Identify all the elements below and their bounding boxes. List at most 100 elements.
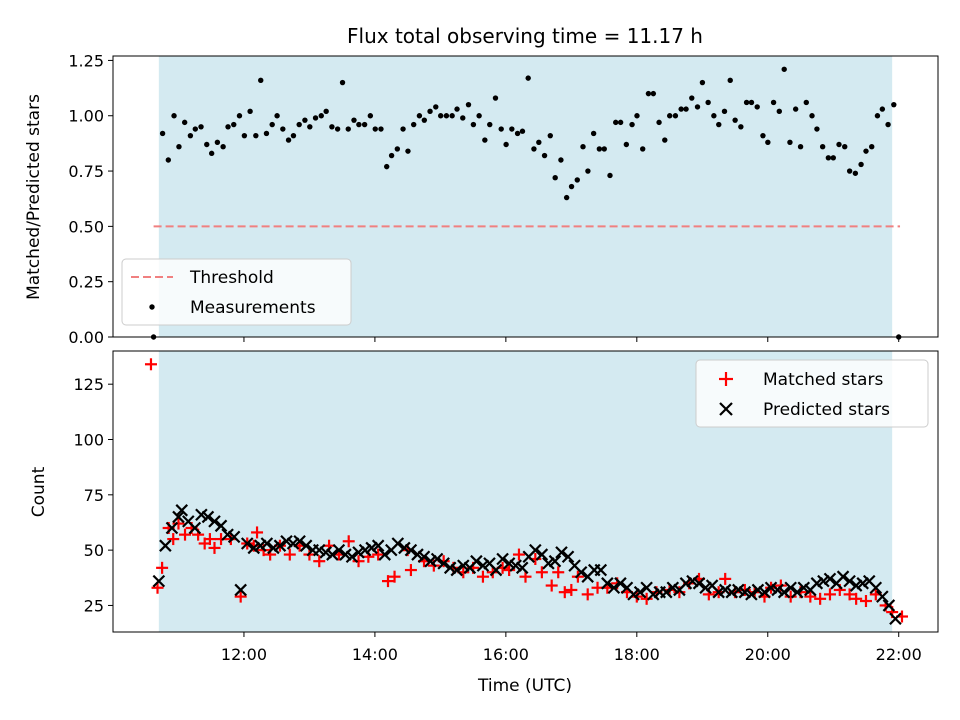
measurement-point [580,144,586,150]
matched-star-point [404,564,417,577]
measurement-point [536,139,542,145]
chart-title: Flux total observing time = 11.17 h [347,24,703,48]
measurement-point [552,174,558,181]
matched-star-point [552,566,565,579]
predicted-star-point [790,585,804,599]
predicted-star-point [496,552,509,566]
y-tick-label: 0.00 [68,328,104,347]
y-tick-label: 25 [84,596,104,615]
measurement-point [388,152,395,159]
predicted-star-point [535,548,549,561]
predicted-star-point [208,515,221,528]
matched-star-point [251,526,264,539]
measurement-point [645,90,652,97]
measurement-point [384,163,390,170]
measurement-point [558,157,564,163]
measurement-point [885,121,891,128]
predicted-star-point [515,561,529,575]
measurement-point [617,119,624,126]
measurement-point [171,113,177,119]
measurement-point [650,90,657,97]
predicted-star-point [260,537,274,550]
measurement-point [574,177,580,183]
measurement-point [503,141,509,148]
measurement-point [460,115,466,121]
measurement-point [825,155,832,161]
predicted-stars-points [152,504,902,626]
measurement-point [192,126,199,132]
measurement-point [809,113,815,119]
predicted-star-point [234,583,247,597]
measurement-point [280,126,286,132]
measurement-point [640,146,646,152]
measurement-point [165,157,172,163]
predicted-star-point [450,563,464,577]
measurement-point [787,139,793,145]
predicted-star-point [745,588,758,601]
legend-matched-swatch [719,372,733,386]
measurement-point [208,150,215,157]
measurement-point [405,148,411,154]
measurement-point [541,152,548,159]
matched-star-point [565,583,578,596]
measurement-point [547,132,553,139]
measurement-point [776,108,782,115]
measurement-point [711,113,717,119]
measurement-point [159,130,166,137]
measurement-points [150,66,902,340]
predicted-star-point [240,537,254,550]
measurement-point [258,77,264,84]
measurement-point [269,121,275,128]
measurement-point [421,117,428,123]
predicted-star-point [607,581,621,595]
predicted-star-point [876,590,889,603]
measurement-point [433,104,439,110]
predicted-star-point [345,550,359,564]
predicted-star-point [561,550,575,564]
matched-star-point [372,548,385,561]
x-axis-label: Time (UTC) [477,676,572,696]
y-tick-label: 0.50 [68,217,104,236]
measurement-point [814,126,820,132]
measurement-point [449,113,455,119]
legend-predicted-label: Predicted stars [763,400,890,420]
measurement-point [241,132,248,139]
measurement-point [253,132,259,139]
matched-star-point [172,517,185,530]
matched-star-point [313,555,326,568]
predicted-star-point [159,539,172,552]
matched-star-point [179,528,192,541]
y-tick-label: 100 [73,431,104,450]
measurement-point [792,106,799,112]
measurement-point [754,104,760,110]
measurement-point [863,148,869,154]
measurement-point [869,144,875,150]
matched-star-point [382,575,394,588]
bottom-y-axis-label: Count [29,466,49,517]
measurement-point [181,119,188,126]
measurement-point [410,121,417,128]
measurement-point [356,121,362,128]
matched-star-point [804,590,817,603]
matched-star-point [503,564,516,577]
measurement-point [437,113,444,119]
matched-star-point [203,533,216,546]
measurement-point [454,106,460,112]
measurement-point [285,137,292,143]
predicted-star-point [391,537,405,550]
measurement-point [231,121,237,128]
measurement-point [400,126,406,132]
predicted-star-point [574,565,588,579]
predicted-star-point [659,585,673,599]
predicted-star-point [293,535,306,548]
legend-measurements-swatch [149,304,155,310]
measurement-point [705,99,711,106]
measurement-point [443,113,450,119]
measurement-point [263,130,270,137]
predicted-star-point [529,543,542,557]
predicted-star-point [430,552,444,566]
predicted-star-point [633,585,647,599]
y-tick-label: 50 [84,541,104,560]
bottom-legend-box [695,359,929,428]
y-tick-label: 0.75 [68,162,104,181]
